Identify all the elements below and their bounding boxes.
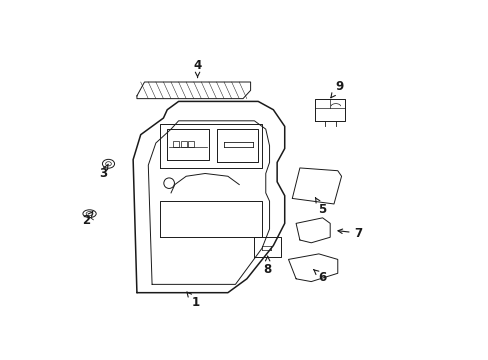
Text: 4: 4 (193, 59, 201, 77)
Text: 5: 5 (315, 198, 326, 216)
Text: 2: 2 (81, 212, 93, 227)
Text: 1: 1 (186, 292, 199, 309)
Bar (180, 141, 186, 147)
Text: 8: 8 (263, 256, 271, 276)
Bar (173, 141, 179, 147)
Text: 7: 7 (337, 226, 362, 240)
Text: 9: 9 (330, 80, 343, 98)
Bar (188, 141, 194, 147)
Text: 6: 6 (313, 270, 326, 284)
Text: 3: 3 (99, 164, 108, 180)
